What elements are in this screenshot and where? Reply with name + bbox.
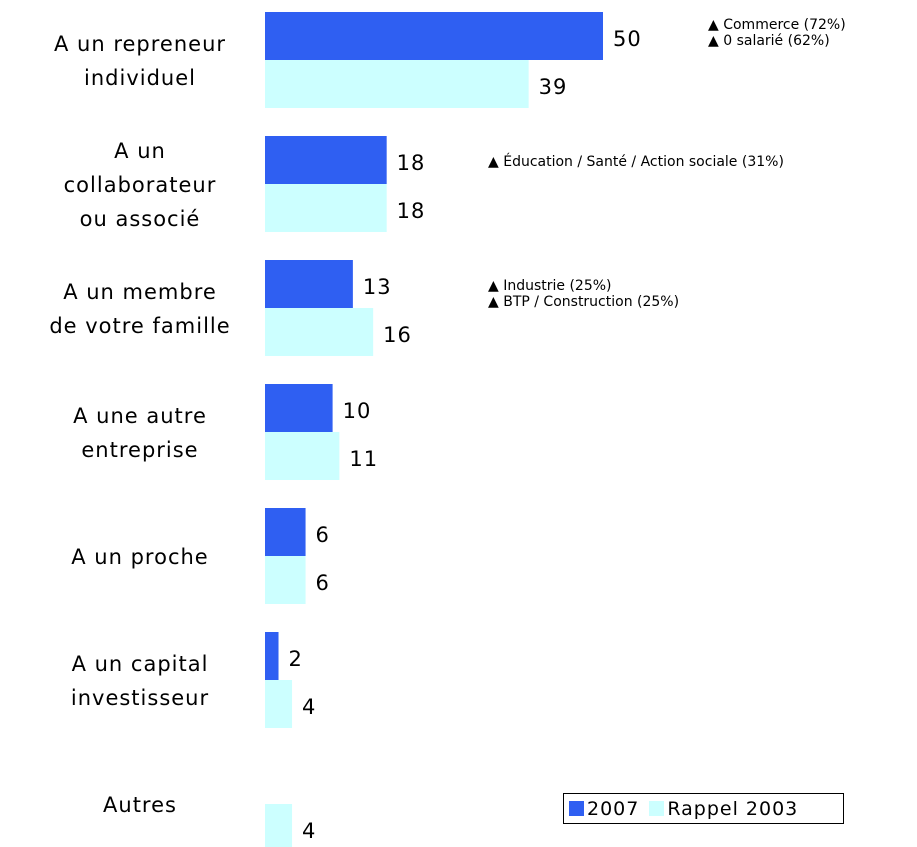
bar	[265, 184, 387, 232]
legend-item: Rappel 2003	[649, 798, 798, 820]
bar	[265, 556, 306, 604]
value-label: 50	[613, 27, 642, 51]
annotation: ▲ Éducation / Santé / Action sociale (31…	[488, 154, 784, 170]
bar	[265, 136, 387, 184]
legend-swatch	[649, 801, 665, 816]
bar	[265, 260, 353, 308]
bar	[265, 384, 333, 432]
category-label: A un membre de votre famille	[49, 280, 231, 338]
value-label: 10	[342, 399, 372, 423]
category-label: A une autre entreprise	[73, 404, 207, 462]
annotation-line: ▲ 0 salarié (62%)	[708, 33, 830, 49]
bar	[265, 308, 374, 356]
bar	[265, 60, 529, 108]
value-label: 18	[396, 151, 426, 175]
value-label: 18	[396, 199, 426, 223]
value-label: 6	[315, 571, 330, 595]
value-label: 39	[538, 75, 568, 99]
annotation-line: ▲ BTP / Construction (25%)	[488, 294, 680, 310]
value-label: 4	[302, 695, 317, 719]
legend-label: Rappel 2003	[667, 797, 799, 820]
bar	[265, 508, 306, 556]
bar	[265, 432, 340, 480]
category-label: A un proche	[71, 545, 209, 569]
bar	[265, 12, 603, 60]
value-label: 13	[362, 275, 392, 299]
category-label: Autres	[103, 793, 177, 817]
annotation-line: ▲ Commerce (72%)	[708, 17, 846, 33]
category-label: A un capital investisseur	[70, 652, 210, 710]
value-label: 4	[302, 819, 317, 843]
value-label: 11	[349, 447, 379, 471]
category-label: A un repreneur individuel	[53, 32, 227, 90]
annotation: ▲ Industrie (25%) ▲ BTP / Construction (2…	[488, 278, 679, 310]
legend: 2007 Rappel 2003	[563, 793, 844, 824]
value-label: 16	[383, 323, 412, 347]
legend-label: 2007	[587, 797, 640, 820]
value-label: 6	[315, 523, 330, 547]
legend-item: 2007	[569, 798, 639, 820]
value-label: 2	[288, 647, 303, 671]
annotation-line: ▲ Éducation / Santé / Action sociale (31…	[488, 154, 784, 170]
category-label: A un collaborateur ou associé	[63, 139, 217, 231]
bar	[265, 804, 293, 847]
bar	[265, 632, 279, 680]
annotation: ▲ Commerce (72%) ▲ 0 salarié (62%)	[708, 17, 846, 49]
annotation-line: ▲ Industrie (25%)	[488, 278, 612, 294]
legend-swatch	[569, 801, 584, 816]
bar	[265, 680, 293, 728]
